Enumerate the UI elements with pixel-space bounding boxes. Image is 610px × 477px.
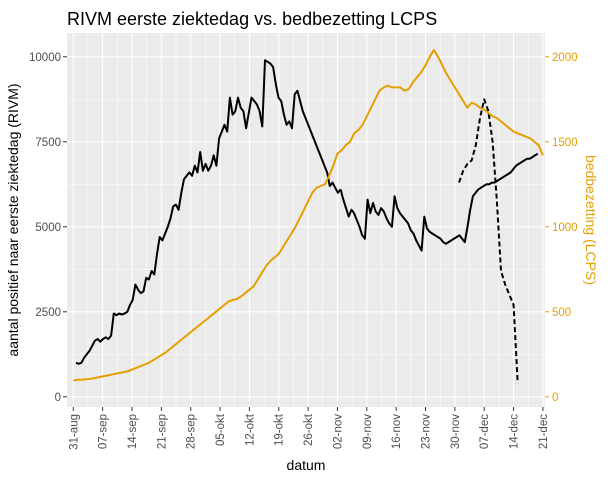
x-tick-label: 07-sep <box>98 414 110 449</box>
y2-axis-title: bedbezetting (LCPS) <box>583 155 599 285</box>
series-line-0-cont <box>339 152 539 252</box>
y2-tick-label: 2000 <box>552 52 578 64</box>
series-line-1 <box>458 98 519 384</box>
x-tick-label: 28-sep <box>186 414 198 449</box>
y-tick-label: 2500 <box>35 307 61 319</box>
y-tick-label: 10000 <box>29 52 61 64</box>
x-tick-label: 09-nov <box>362 414 374 449</box>
x-tick-label: 16-nov <box>391 414 403 449</box>
y-tick-label: 5000 <box>35 222 61 234</box>
x-axis-title: datum <box>287 457 326 473</box>
x-tick-label: 07-dec <box>479 414 491 449</box>
y2-tick-label: 0 <box>552 392 558 404</box>
x-tick-label: 21-sep <box>156 414 168 449</box>
plot-panel <box>67 33 545 407</box>
x-tick-label: 30-nov <box>450 414 462 449</box>
gridlines <box>67 33 545 407</box>
y-tick-label: 7500 <box>35 137 61 149</box>
axes: 31-aug 07-sep 14-sep 21-sep 28-sep 05-okt 12-o… <box>29 52 578 450</box>
y2-tick-label: 1000 <box>552 222 578 234</box>
y-tick-label: 0 <box>55 392 61 404</box>
y2-tick-label: 500 <box>552 307 571 319</box>
x-tick-label: 14-dec <box>509 414 521 449</box>
x-tick-label: 21-dec <box>538 414 550 449</box>
x-tick-label: 31-aug <box>68 414 80 450</box>
series-line-2 <box>73 49 544 382</box>
x-tick-label: 26-okt <box>303 413 315 446</box>
series-layer <box>73 49 544 384</box>
x-tick-label: 05-okt <box>215 413 227 446</box>
chart-title: RIVM eerste ziektedag vs. bedbezetting L… <box>67 9 437 29</box>
x-tick-label: 23-nov <box>421 414 433 449</box>
x-tick-label: 14-sep <box>127 414 139 449</box>
series-line-0 <box>75 59 342 365</box>
y2-tick-label: 1500 <box>552 137 578 149</box>
x-tick-label: 12-okt <box>244 413 256 446</box>
y-axis-title: aantal positief naar eerste ziektedag (R… <box>5 83 21 356</box>
x-tick-label: 19-okt <box>274 413 286 446</box>
x-tick-label: 02-nov <box>332 414 344 449</box>
